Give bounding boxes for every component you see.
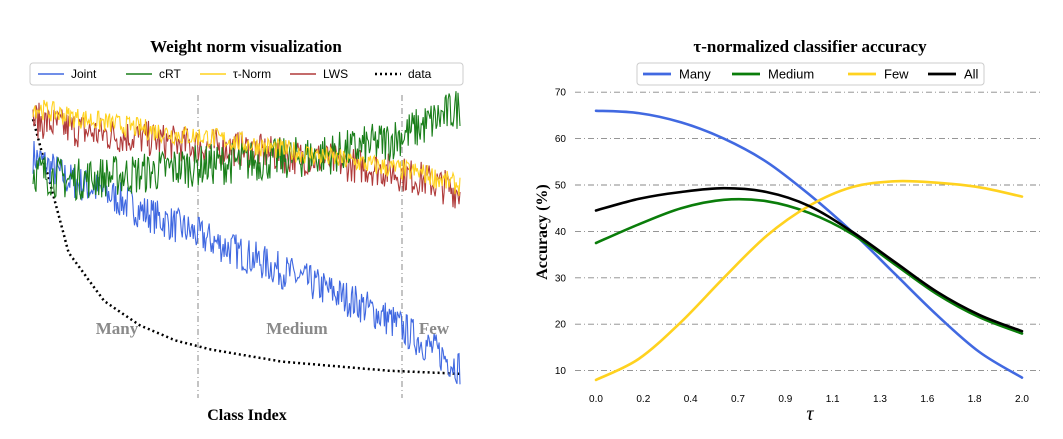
left-legend-label-data: data <box>408 67 432 81</box>
right-y-tick-40: 40 <box>555 227 567 238</box>
right-y-tick-30: 30 <box>555 273 567 284</box>
right-y-tick-10: 10 <box>555 366 567 377</box>
right-legend-label-all: All <box>964 67 979 82</box>
right-x-tick-0.2: 0.2 <box>636 394 650 405</box>
left-legend-label-crt: cRT <box>159 67 181 81</box>
left-x-axis-label: Class Index <box>207 407 287 424</box>
right-legend: Many Medium Few All <box>636 62 985 86</box>
region-label-few: Few <box>419 319 450 338</box>
left-legend-label-tau-norm: τ-Norm <box>233 67 271 81</box>
left-legend-label-joint: Joint <box>71 67 97 81</box>
right-y-tick-50: 50 <box>555 181 567 192</box>
region-label-medium: Medium <box>266 319 327 338</box>
right-legend-label-few: Few <box>884 67 909 82</box>
right-tick-labels: 10 20 30 40 50 60 70 0.0 0.2 0.4 0.7 0.9 1.1 1.3 1.6 1.… <box>555 88 1030 405</box>
left-chart-title: Weight norm visualization <box>150 37 342 56</box>
right-x-axis-label: τ <box>806 403 814 425</box>
region-label-many: Many <box>96 319 139 338</box>
right-series-all <box>594 186 1024 333</box>
right-series-few <box>594 179 1024 382</box>
right-y-axis-label: Accuracy (%) <box>534 184 551 280</box>
right-chart-title: τ-normalized classifier accuracy <box>693 37 927 56</box>
right-x-tick-1.6: 1.6 <box>920 394 934 405</box>
left-legend: Joint cRT τ-Norm LWS data <box>29 62 464 86</box>
right-x-tick-1.8: 1.8 <box>968 394 982 405</box>
right-series-medium <box>594 197 1024 335</box>
left-series-data <box>31 118 461 376</box>
right-x-tick-0.9: 0.9 <box>778 394 792 405</box>
right-series-many <box>594 109 1024 379</box>
right-plot-area <box>594 109 1024 382</box>
right-x-tick-1.3: 1.3 <box>873 394 887 405</box>
right-legend-label-many: Many <box>679 67 711 82</box>
right-y-tick-20: 20 <box>555 320 567 331</box>
left-series-crt <box>32 91 461 202</box>
right-y-tick-60: 60 <box>555 134 567 145</box>
right-x-tick-0.4: 0.4 <box>684 394 698 405</box>
right-grid <box>575 91 1040 372</box>
right-x-tick-2.0: 2.0 <box>1015 394 1029 405</box>
right-x-tick-0.7: 0.7 <box>731 394 745 405</box>
right-y-tick-70: 70 <box>555 88 567 99</box>
left-plot-area <box>31 91 461 398</box>
right-legend-label-medium: Medium <box>768 67 814 82</box>
right-x-tick-1.1: 1.1 <box>826 394 840 405</box>
left-region-labels: Many Medium Few <box>96 319 450 338</box>
right-x-tick-0.0: 0.0 <box>589 394 603 405</box>
left-series-tau-norm <box>32 99 461 197</box>
left-legend-label-lws: LWS <box>323 67 348 81</box>
